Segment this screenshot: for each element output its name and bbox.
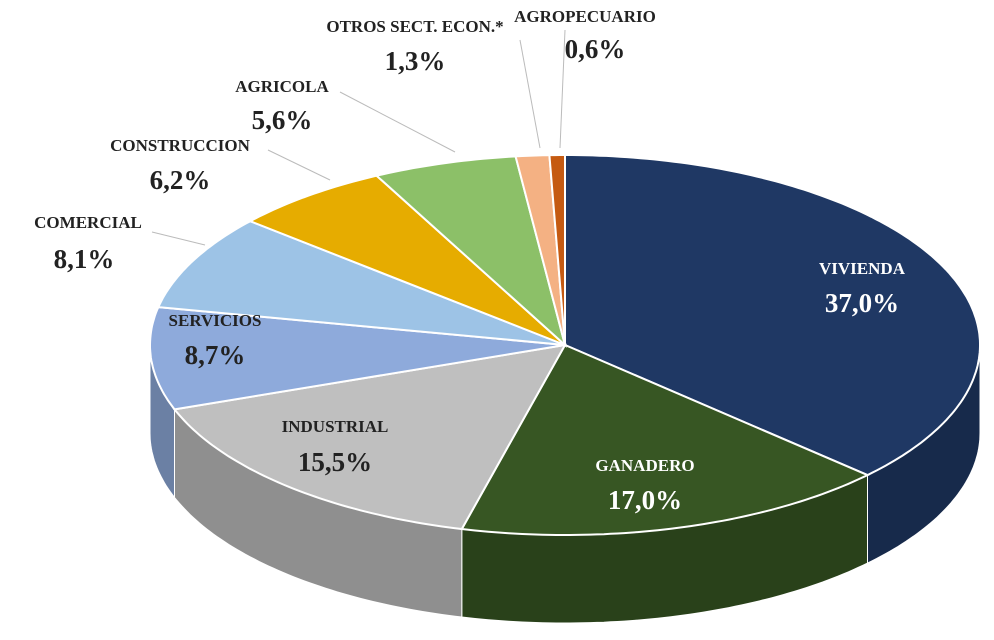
slice-name: INDUSTRIAL [282, 417, 389, 436]
slice [149, 306, 566, 411]
slice-value-label: 8,7% [185, 340, 246, 370]
slice-value-label: 5,6% [252, 105, 313, 135]
slice [247, 174, 566, 346]
slice-name: VIVIENDA [819, 259, 906, 278]
slice-name: SERVICIOS [169, 311, 262, 330]
slice-value-label: 15,5% [298, 447, 372, 477]
slice-value-label: 0,6% [565, 34, 626, 64]
slice [460, 343, 870, 536]
slice-name: AGRICOLA [235, 77, 329, 96]
leader-line [559, 29, 566, 149]
slice-value-label: 6,2% [150, 165, 211, 195]
slice-name: AGROPECUARIO [514, 7, 656, 26]
slice-value-label: 8,1% [54, 244, 115, 274]
slice-value-label: 1,3% [385, 46, 446, 76]
slice-name: OTROS SECT. ECON.* [326, 17, 503, 36]
slice [564, 154, 981, 477]
slice [156, 220, 566, 346]
leader-line [267, 149, 331, 181]
leader-line [151, 231, 206, 246]
leader-line [339, 91, 456, 153]
slice-value-label: 17,0% [608, 485, 682, 515]
leader-line [519, 39, 541, 149]
slice-name: COMERCIAL [34, 213, 142, 232]
slice [374, 155, 567, 348]
slice [548, 154, 566, 346]
slice-name: CONSTRUCCION [110, 136, 251, 155]
slice-value-label: 37,0% [825, 288, 899, 318]
slice-name: GANADERO [595, 456, 694, 475]
slice [172, 343, 567, 531]
